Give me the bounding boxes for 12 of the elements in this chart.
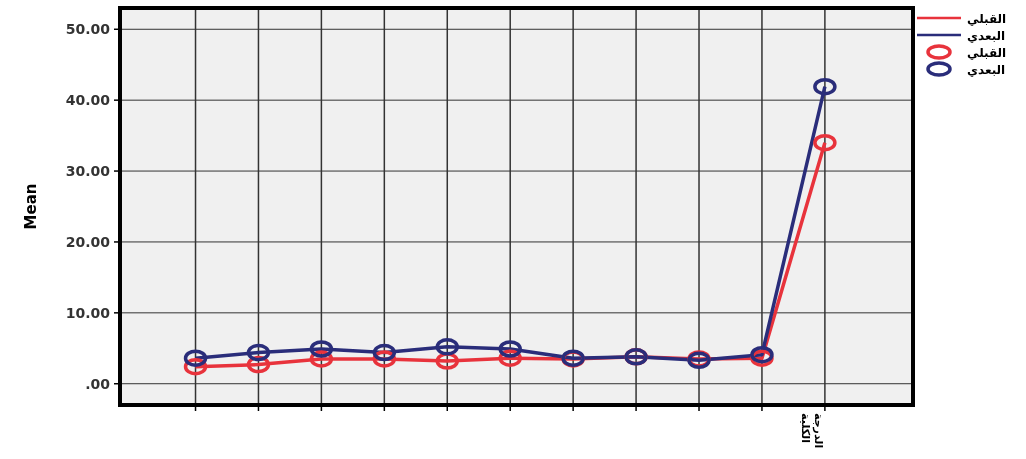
- y-tick-label: 30.00: [65, 163, 111, 180]
- y-tick-label: 50.00: [65, 21, 111, 38]
- y-axis-title: Mean: [22, 183, 40, 230]
- y-tick-label: 40.00: [65, 92, 111, 109]
- legend-line: البعدي: [917, 29, 1006, 43]
- x-tick-label: الدرجة الكلية: [798, 413, 825, 449]
- y-tick-label: 20.00: [65, 233, 111, 250]
- y-tick-label: .00: [85, 375, 111, 392]
- legend-label: القبلي: [967, 46, 1007, 60]
- y-tick-label: 10.00: [65, 304, 111, 321]
- legend-label: البعدي: [967, 63, 1006, 77]
- legend-line: القبلي: [917, 12, 1007, 26]
